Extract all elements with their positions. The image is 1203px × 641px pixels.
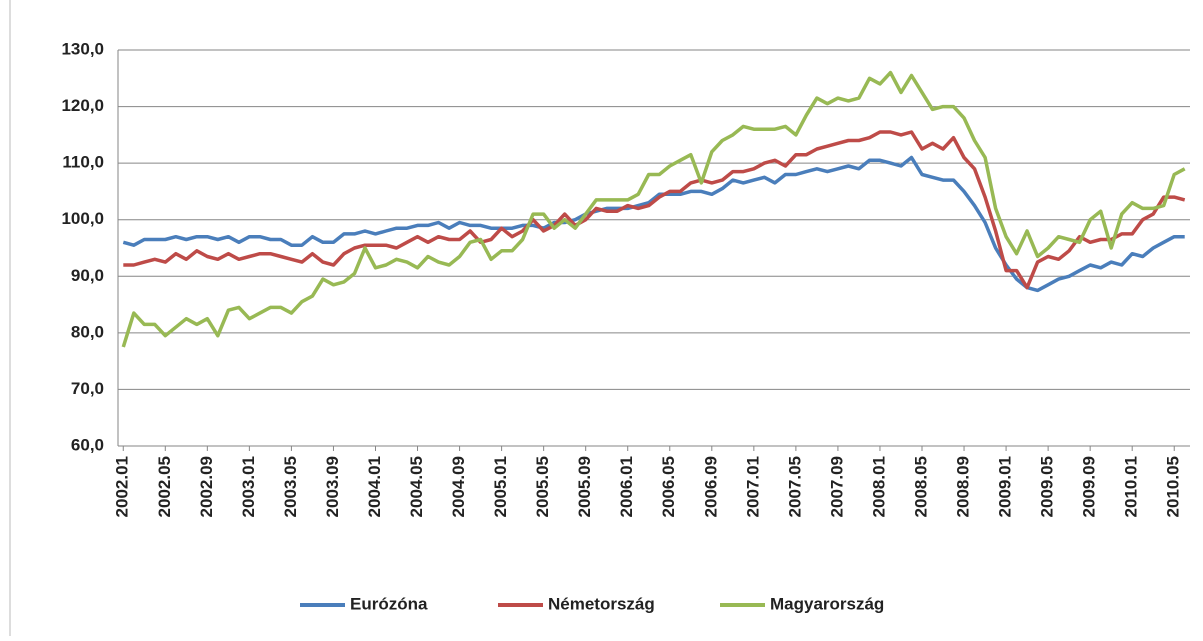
legend-label: Németország — [548, 594, 655, 613]
x-tick-label: 2006.09 — [701, 456, 720, 517]
x-tick-label: 2010.01 — [1122, 456, 1141, 517]
y-tick-label: 90,0 — [71, 266, 104, 285]
x-tick-label: 2003.05 — [281, 456, 300, 517]
x-tick-label: 2006.05 — [659, 456, 678, 517]
y-tick-label: 80,0 — [71, 322, 104, 341]
x-tick-label: 2002.01 — [113, 456, 132, 517]
x-tick-label: 2007.09 — [827, 456, 846, 517]
x-tick-label: 2002.05 — [155, 456, 174, 517]
x-tick-label: 2007.01 — [743, 456, 762, 517]
x-tick-label: 2009.05 — [1038, 456, 1057, 517]
series-line — [123, 130, 1186, 290]
y-tick-label: 60,0 — [71, 435, 104, 454]
x-tick-label: 2005.05 — [533, 456, 552, 517]
x-tick-label: 2008.05 — [911, 456, 930, 517]
y-tick-label: 120,0 — [61, 96, 104, 115]
x-tick-label: 2008.01 — [869, 456, 888, 517]
y-tick-label: 100,0 — [61, 209, 104, 228]
x-tick-label: 2007.05 — [785, 456, 804, 517]
x-tick-label: 2004.09 — [449, 456, 468, 517]
y-tick-label: 70,0 — [71, 379, 104, 398]
x-tick-label: 2006.01 — [617, 456, 636, 517]
x-tick-label: 2009.01 — [996, 456, 1015, 517]
y-tick-label: 130,0 — [61, 39, 104, 58]
x-tick-label: 2004.01 — [365, 456, 384, 517]
series-line — [122, 155, 1185, 293]
x-tick-label: 2010.05 — [1164, 456, 1183, 517]
series-line — [121, 70, 1186, 348]
legend-label: Eurózóna — [350, 594, 428, 613]
x-tick-label: 2002.09 — [197, 456, 216, 517]
x-tick-label: 2008.09 — [954, 456, 973, 517]
legend-label: Magyarország — [770, 594, 884, 613]
x-tick-label: 2003.01 — [239, 456, 258, 517]
x-tick-label: 2004.05 — [407, 456, 426, 517]
x-tick-label: 2003.09 — [323, 456, 342, 517]
x-tick-label: 2005.09 — [575, 456, 594, 517]
x-tick-label: 2005.01 — [491, 456, 510, 517]
y-tick-label: 110,0 — [62, 153, 104, 172]
x-tick-label: 2009.09 — [1080, 456, 1099, 517]
